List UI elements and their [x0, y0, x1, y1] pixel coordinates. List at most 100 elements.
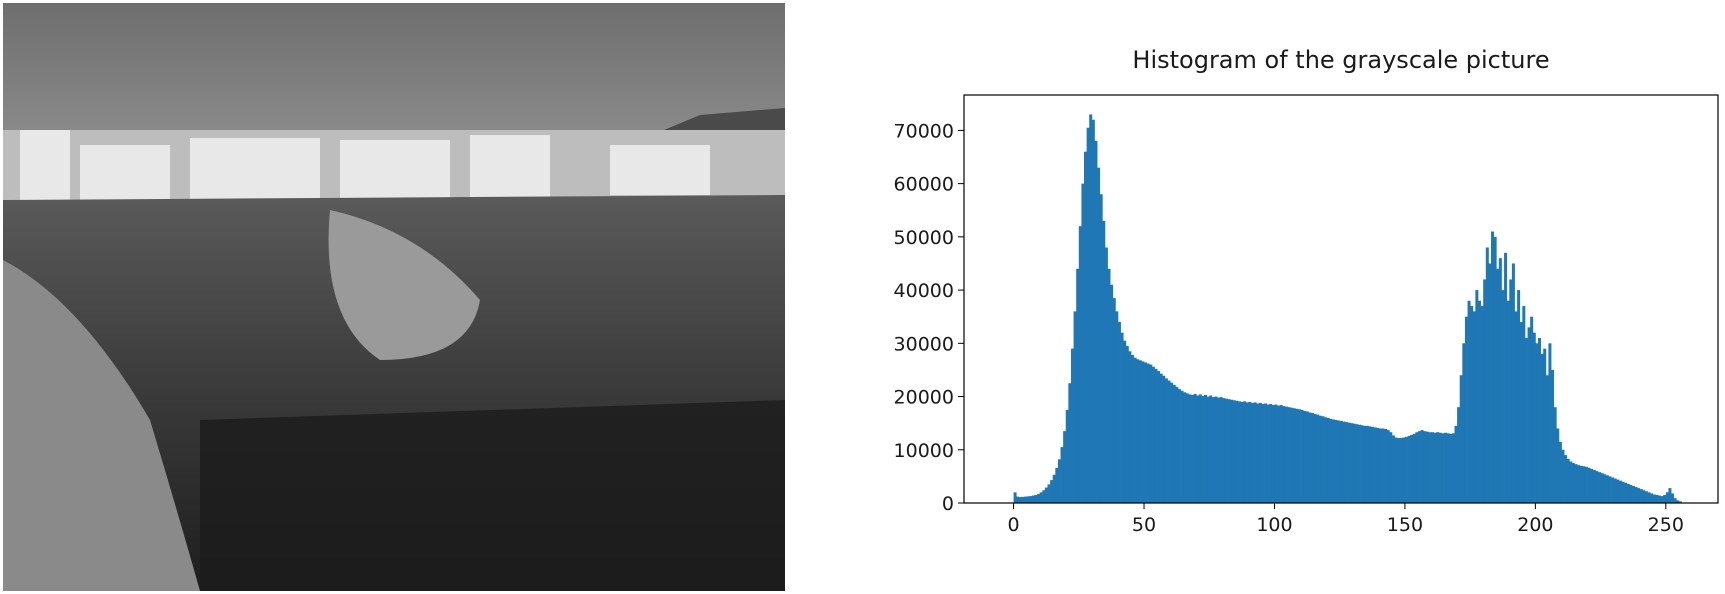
- bar: [1491, 231, 1495, 503]
- bar: [1527, 327, 1531, 503]
- bar: [1543, 348, 1547, 503]
- bar: [1417, 431, 1421, 503]
- bar: [1530, 316, 1534, 503]
- bar: [1457, 407, 1461, 503]
- bar: [1190, 394, 1194, 503]
- bar: [1149, 364, 1153, 503]
- bar: [1162, 375, 1166, 503]
- bar: [1391, 435, 1395, 503]
- bar: [1470, 306, 1474, 503]
- chart-title: Histogram of the grayscale picture: [1132, 46, 1549, 74]
- bar: [1047, 484, 1051, 503]
- bar: [1052, 474, 1056, 503]
- bar: [1590, 468, 1594, 503]
- bar: [1078, 226, 1082, 503]
- bar: [1428, 432, 1432, 503]
- bar: [1454, 425, 1458, 503]
- bar: [1597, 472, 1601, 503]
- bar: [1564, 455, 1568, 503]
- bar: [1136, 359, 1140, 503]
- bar: [1290, 407, 1294, 503]
- photo-rock-left: [3, 260, 200, 591]
- bar: [1099, 194, 1103, 503]
- bars: [1013, 114, 1682, 504]
- bar: [1535, 343, 1539, 503]
- bar: [1256, 403, 1260, 503]
- y-tick-label: 40000: [894, 280, 954, 302]
- bar: [1297, 409, 1301, 503]
- y-tick-label: 30000: [894, 333, 954, 355]
- y-tick-label: 20000: [894, 387, 954, 409]
- bar: [1668, 488, 1672, 503]
- bar: [1459, 375, 1463, 503]
- bar: [1157, 370, 1161, 503]
- bar: [1117, 322, 1121, 503]
- bar: [1381, 428, 1385, 503]
- x-tick-label: 150: [1387, 514, 1423, 536]
- bar: [1104, 247, 1108, 503]
- bar: [1509, 279, 1513, 503]
- bar: [1204, 394, 1208, 503]
- bar: [1652, 494, 1656, 503]
- bar: [1537, 337, 1541, 503]
- bar: [1102, 220, 1106, 504]
- bar: [1624, 482, 1628, 503]
- bar: [1394, 437, 1398, 503]
- bar: [1678, 501, 1682, 503]
- bar: [1611, 477, 1615, 503]
- bar: [1055, 467, 1059, 503]
- y-tick-label: 0: [942, 493, 954, 515]
- bar: [1282, 406, 1286, 503]
- bar: [1206, 396, 1210, 503]
- bar: [1144, 362, 1148, 503]
- bar: [1209, 395, 1213, 503]
- bar: [1287, 407, 1291, 503]
- bar: [1524, 337, 1528, 503]
- bar: [1650, 493, 1654, 503]
- bar: [1603, 474, 1607, 503]
- bar: [1130, 355, 1134, 503]
- bar: [1506, 300, 1510, 503]
- plot-frame: [963, 94, 1719, 504]
- bar: [1431, 432, 1435, 503]
- bar: [1305, 411, 1309, 503]
- bar: [1577, 465, 1581, 503]
- bar: [1477, 300, 1481, 503]
- bar: [1634, 487, 1638, 503]
- bar: [1415, 432, 1419, 503]
- bar: [1253, 402, 1257, 503]
- bar: [1545, 375, 1549, 503]
- bar: [1376, 427, 1380, 503]
- bar: [1540, 353, 1544, 503]
- bar: [1365, 425, 1369, 503]
- bar: [1389, 432, 1393, 503]
- bar: [1384, 429, 1388, 503]
- bar: [1164, 378, 1168, 503]
- bar: [1342, 421, 1346, 503]
- bar: [1582, 466, 1586, 503]
- bar: [1357, 424, 1361, 503]
- bar: [1091, 119, 1095, 503]
- bar: [1057, 459, 1061, 503]
- bar: [1663, 495, 1667, 503]
- bar: [1673, 498, 1677, 503]
- bar: [1449, 433, 1453, 503]
- bar: [1039, 492, 1043, 503]
- bar: [1180, 390, 1184, 503]
- bar: [1217, 397, 1221, 503]
- bar: [1070, 348, 1074, 503]
- bar: [1258, 402, 1262, 503]
- bar: [1021, 496, 1025, 503]
- bar: [1485, 247, 1489, 503]
- bar: [1511, 263, 1515, 503]
- bar: [1639, 489, 1643, 503]
- bar: [1211, 397, 1215, 503]
- bar: [1584, 466, 1588, 503]
- bar: [1498, 258, 1502, 503]
- photo-buildings: [20, 130, 710, 205]
- bar: [1318, 415, 1322, 503]
- bar: [1475, 290, 1479, 503]
- bar: [1467, 300, 1471, 503]
- bar: [1621, 481, 1625, 503]
- bar: [1436, 432, 1440, 503]
